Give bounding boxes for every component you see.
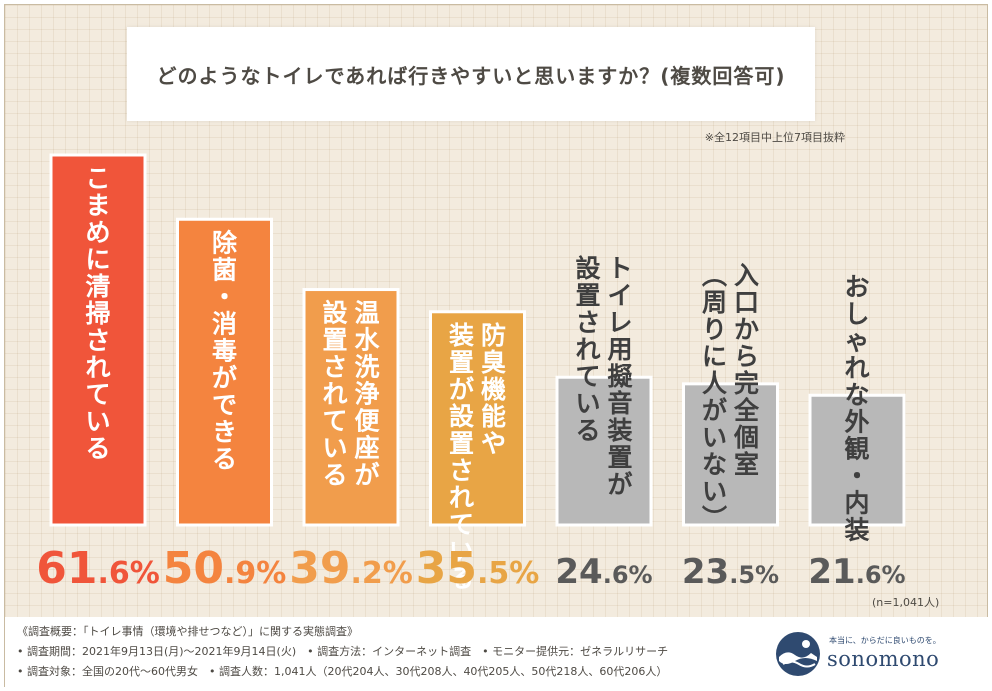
bar-label-3-col-1: 温水洗浄便座が	[354, 299, 380, 490]
selection-note: ※全12項目中上位7項目抜粋	[704, 131, 845, 144]
survey-footer: 《調査概要：「トイレ事情（環境や排せつなど）」に関する実態調査》 • 調査期間：…	[5, 617, 989, 687]
value-label-6: 23.5%	[682, 552, 779, 592]
bar-label-5-col-1: トイレ用擬音装置が	[607, 254, 633, 499]
logo-wordmark: sonomono	[827, 647, 940, 671]
value-label-1: 61.6%	[36, 543, 160, 594]
bar-label-4-col-1: 防臭機能や	[481, 321, 506, 458]
brand-logo: 本当に、からだに良いものを。 sonomono	[775, 627, 975, 681]
value-label-5: 24.6%	[555, 552, 652, 592]
bar-3	[302, 288, 400, 527]
bar-4	[429, 310, 526, 527]
bar-chart: こまめに清掃されている61.6%除菌・消毒ができる50.9%温水洗浄便座が設置さ…	[36, 153, 906, 594]
bar-label-1-col-1: こまめに清掃されている	[85, 164, 110, 463]
survey-target-line: • 調査対象：全国の20代～60代男女 • 調査人数：1,041人（20代204…	[17, 665, 668, 678]
sample-size-note: (n=1,041人)	[872, 596, 940, 609]
bar-5	[555, 375, 653, 527]
infographic-frame: どのようなトイレであれば行きやすいと思いますか？(複数回答可) ※全12項目中上…	[4, 4, 989, 687]
bar-label-6-col-2: ︵周りに人がいない︶	[702, 261, 727, 533]
logo-mark-icon	[776, 632, 820, 676]
bar-label-6-col-1: 入口から完全個室	[733, 261, 760, 479]
bar-label-5-col-2: 設置されている	[575, 254, 601, 445]
title-box: どのようなトイレであれば行きやすいと思いますか？(複数回答可)	[127, 27, 815, 121]
survey-period-line: • 調査期間：2021年9月13日(月)～2021年9月14日(火) • 調査方…	[17, 645, 669, 658]
value-label-4: 35.5%	[416, 543, 540, 594]
value-label-7: 21.6%	[808, 552, 905, 592]
bar-label-3-col-2: 設置されている	[322, 299, 348, 490]
bar-label-7-col-1: おしゃれな外観・内装	[844, 272, 869, 544]
value-label-2: 50.9%	[163, 543, 287, 594]
survey-title-line: 《調査概要：「トイレ事情（環境や排せつなど）」に関する実態調査》	[17, 625, 358, 638]
bar-7	[808, 393, 906, 527]
bar-2	[176, 217, 273, 527]
chart-title: どのようなトイレであれば行きやすいと思いますか？(複数回答可)	[156, 63, 786, 88]
bar-1	[49, 153, 147, 527]
logo-tagline: 本当に、からだに良いものを。	[829, 636, 941, 645]
bar-label-4-col-2: 装置が設置されている	[449, 321, 475, 593]
bar-6	[682, 382, 779, 527]
bar-label-2-col-1: 除菌・消毒ができる	[212, 228, 238, 473]
value-label-3: 39.2%	[289, 543, 413, 594]
